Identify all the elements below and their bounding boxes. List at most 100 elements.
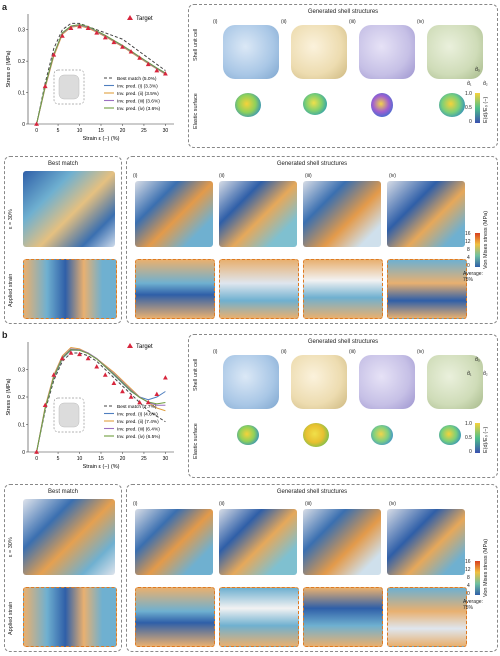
- target-point-b-7: [94, 364, 100, 369]
- target-point-b-6: [85, 355, 91, 361]
- x-tick-label-a-3: 15: [98, 128, 104, 134]
- legend-label-b-2: Inv. pred. (ii) (7.4%): [117, 419, 159, 425]
- bottom-label-iii-a: (iii): [305, 173, 312, 179]
- target-legend-label-b: Target: [136, 344, 153, 350]
- best-match-title-b: Best match: [47, 489, 78, 495]
- legend-label-a-3: Inv. pred. (iii) (3.6%): [117, 98, 160, 104]
- bottom-label-ii-a: (ii): [219, 173, 225, 179]
- bottom-label-iv-b: (iv): [389, 501, 396, 507]
- x-tick-label-a-0: 0: [35, 128, 38, 134]
- target-point-a-1: [42, 83, 48, 89]
- elastic-surface-iv-b: [439, 425, 461, 445]
- best-match-mesh-b: [23, 499, 115, 575]
- label-iii-a: (iii): [349, 19, 356, 25]
- x-tick-label-b-1: 5: [57, 456, 60, 462]
- panel-letter-a: a: [2, 2, 8, 12]
- shell-title-b: Generated shell structures: [307, 339, 379, 345]
- stress-tick-4-a: 4: [467, 255, 470, 261]
- target-point-a-6: [85, 25, 91, 30]
- row-label-elastic-a: Elastic surface: [193, 93, 199, 129]
- applied-strain-label-a: Applied strain: [8, 273, 14, 307]
- target-point-b-0: [34, 449, 39, 454]
- mesh-iii-a: [303, 181, 381, 247]
- applied-strain-label-b: Applied strain: [8, 601, 14, 635]
- target-legend-label-a: Target: [136, 16, 153, 22]
- x-tick-label-b-0: 0: [35, 456, 38, 462]
- y-tick-label-b-0: 0: [22, 450, 25, 456]
- target-point-b-5: [77, 351, 82, 357]
- x-tick-label-a-1: 5: [57, 128, 60, 134]
- strain-label-a: ε = 30%: [8, 209, 14, 229]
- target-point-b-9: [111, 380, 117, 386]
- colorbar-tick-1-b: 1.0: [465, 421, 472, 427]
- axis-label-d2-b: d̂₂: [483, 371, 488, 377]
- x-tick-label-a-5: 25: [141, 128, 147, 134]
- stress-strain-chart-b: 0 5 10 15 20 25 30 0 0.1 0.2 0.3 Strain ε (−) (%) St…: [6, 342, 174, 470]
- colorbar-tick-05-a: 0.5: [465, 105, 472, 111]
- x-tick-label-b-5: 25: [141, 456, 147, 462]
- average-label-b: Average: 75%: [463, 599, 483, 611]
- y-tick-label-b-1: 0.1: [18, 422, 25, 428]
- target-point-a-13: [145, 61, 151, 67]
- target-point-a-5: [77, 23, 82, 29]
- target-point-a-11: [128, 49, 134, 54]
- elastic-surface-i-b: [237, 425, 259, 445]
- generated-bottom-title-a: Generated shell structures: [276, 161, 348, 167]
- stress-tick-8-b: 8: [467, 575, 470, 581]
- bottom-label-i-a: (i): [133, 173, 138, 179]
- best-match-title-a: Best match: [47, 161, 78, 167]
- elastic-surface-iii-a: [371, 93, 393, 117]
- zoom-iv-b: [387, 587, 467, 647]
- x-tick-label-b-3: 15: [98, 456, 104, 462]
- stress-colorbar-a: [475, 233, 480, 267]
- y-tick-label-b-2: 0.2: [18, 395, 25, 401]
- target-point-b-3: [59, 355, 65, 361]
- target-point-b-10: [120, 388, 125, 394]
- unit-cell-iv-b: [427, 355, 483, 409]
- target-point-b-2: [51, 372, 57, 377]
- target-point-a-10: [120, 44, 125, 49]
- zoom-i-a: [135, 259, 215, 319]
- elastic-surface-iv-a: [439, 93, 465, 117]
- x-tick-label-a-6: 30: [163, 128, 169, 134]
- strain-label-b: ε = 30%: [8, 537, 14, 557]
- colorbar-label-b: E(d)/E₀ (−): [483, 426, 489, 453]
- shell-title-a: Generated shell structures: [307, 9, 379, 15]
- x-axis-label-b: Strain ε (−) (%): [83, 464, 120, 470]
- zoom-ii-b: [219, 587, 299, 647]
- x-tick-label-b-2: 10: [77, 456, 83, 462]
- elastic-surface-ii-b: [303, 423, 329, 447]
- legend-label-a-1: Inv. pred. (i) (3.3%): [117, 83, 158, 89]
- mesh-iii-b: [303, 509, 381, 575]
- y-tick-label-a-2: 0.2: [18, 59, 25, 65]
- target-point-b-1: [42, 402, 48, 408]
- target-point-a-15: [163, 71, 168, 76]
- legend-label-a-0: Best match (5.0%): [117, 76, 157, 82]
- axis-label-d3-b: d̂₃: [475, 357, 480, 363]
- unit-cell-ii-b: [291, 355, 347, 409]
- axis-label-d1-b: d̂₁: [467, 371, 472, 377]
- series-line-a-4: [36, 24, 166, 125]
- shell-structures-box-b: Generated shell structures Shell unit ce…: [188, 334, 498, 478]
- mesh-i-a: [135, 181, 213, 247]
- unit-cell-iii-a: [359, 25, 415, 79]
- label-i-b: (i): [213, 349, 218, 355]
- elastic-surface-iii-b: [371, 425, 393, 445]
- legend-label-a-4: Inv. pred. (iv) (3.6%): [117, 106, 160, 112]
- row-label-unit-cell-a: Shell unit cell: [193, 28, 199, 61]
- target-point-a-8: [102, 34, 108, 40]
- label-iii-b: (iii): [349, 349, 356, 355]
- target-point-a-3: [59, 33, 65, 38]
- label-ii-b: (ii): [281, 349, 287, 355]
- unit-cell-i-a: [223, 25, 279, 79]
- axis-label-d2-a: d̂₂: [483, 81, 488, 87]
- inset-unit-cell-a: [58, 74, 80, 100]
- best-match-zoom-b: [23, 587, 117, 647]
- unit-cell-i-b: [223, 355, 279, 409]
- stress-tick-12-a: 12: [465, 239, 471, 245]
- best-match-box-a: Best match ε = 30% Applied strain: [4, 156, 122, 324]
- mesh-iv-a: [387, 181, 465, 247]
- zoom-iii-b: [303, 587, 383, 647]
- y-tick-label-a-0: 0: [22, 122, 25, 128]
- x-tick-label-b-4: 20: [120, 456, 126, 462]
